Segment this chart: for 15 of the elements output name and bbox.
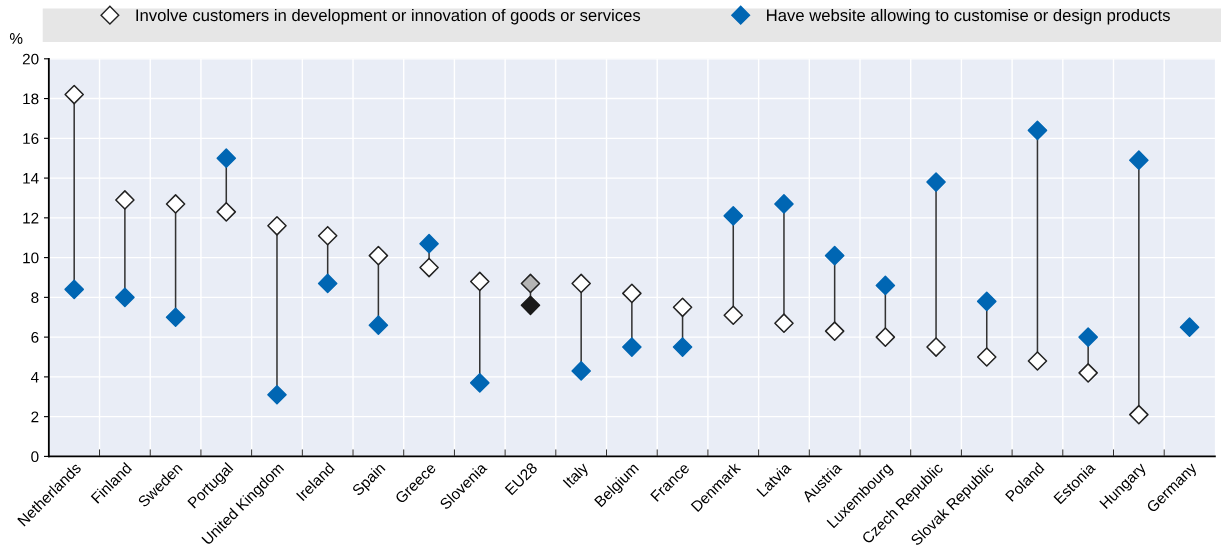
y-tick-label: 6 (31, 331, 39, 343)
legend-label: Involve customers in development or innovation of goods or services (136, 8, 641, 25)
x-tick-label: Italy (562, 461, 592, 491)
y-tick-label: 12 (23, 212, 39, 224)
y-tick-label: 14 (23, 173, 39, 184)
y-tick-label: 0 (31, 451, 39, 463)
y-tick-label: 20 (22, 53, 39, 65)
y-tick-label: 10 (23, 252, 39, 264)
legend-label: Have website allowing to customise or design products (767, 8, 1170, 25)
y-tick-label: 2 (31, 411, 39, 423)
y-tick-label: 8 (31, 292, 39, 304)
y-tick-label: 18 (23, 93, 39, 105)
y-tick-label: 16 (23, 133, 39, 145)
y-tick-label: 4 (30, 371, 39, 383)
y-axis-title: % (9, 33, 23, 44)
